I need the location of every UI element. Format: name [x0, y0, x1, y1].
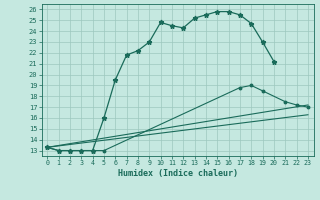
X-axis label: Humidex (Indice chaleur): Humidex (Indice chaleur) — [118, 169, 237, 178]
